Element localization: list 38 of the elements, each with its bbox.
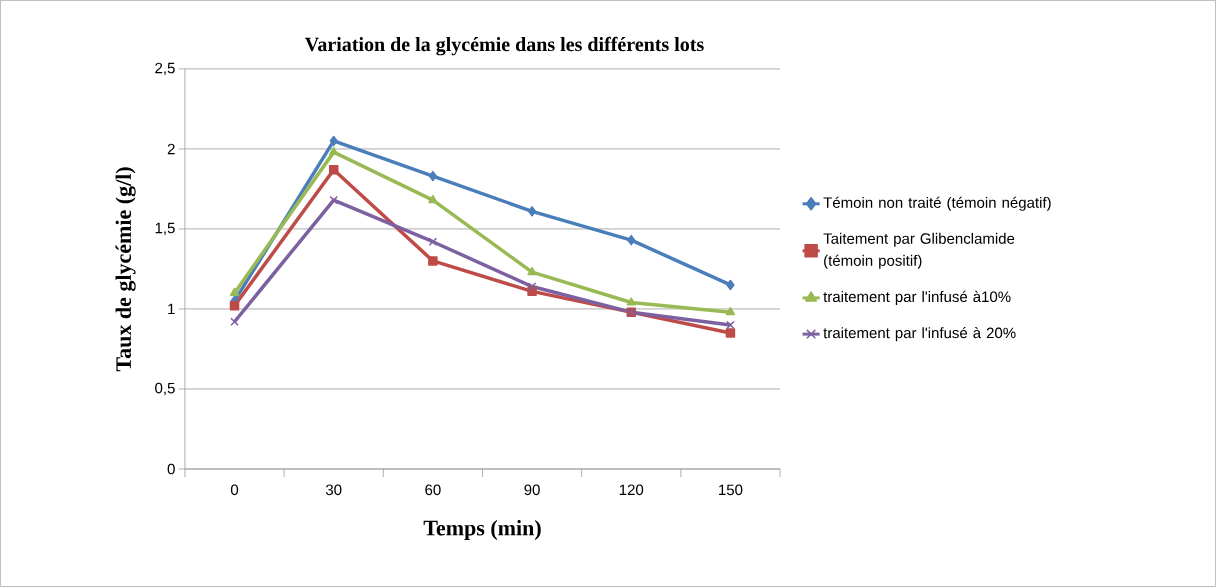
x-tick-label: 90 xyxy=(524,484,540,496)
y-axis-title: Taux de glycémie (g/l) xyxy=(115,167,136,372)
x-tick-label: 120 xyxy=(619,484,644,496)
point xyxy=(527,266,537,276)
point xyxy=(726,320,735,330)
point xyxy=(627,234,636,246)
point xyxy=(725,306,736,316)
point xyxy=(428,256,438,266)
x-tick-label: 150 xyxy=(719,484,743,496)
point xyxy=(229,287,240,296)
point xyxy=(428,170,438,182)
point xyxy=(725,328,736,338)
legend-label: Taitement par Glibenclamide (témoin positif) xyxy=(823,232,1015,269)
x-tick-label: 0 xyxy=(230,484,239,496)
point xyxy=(328,165,339,175)
y-tick-label: 0 xyxy=(167,463,175,475)
point xyxy=(726,279,735,291)
y-tick-label: 2 xyxy=(167,143,175,155)
point xyxy=(527,206,537,217)
y-tick-label: 1 xyxy=(168,303,175,315)
y-tick-label: 0,5 xyxy=(155,382,175,396)
point xyxy=(428,194,438,204)
point xyxy=(230,317,239,327)
point xyxy=(329,195,338,205)
chart-title: Variation de la glycémie dans les différents lots xyxy=(304,36,704,56)
point xyxy=(527,282,537,291)
point xyxy=(329,135,338,147)
y-tick-label: 1,5 xyxy=(155,222,175,236)
point xyxy=(626,297,636,306)
y-tick-label: 2,5 xyxy=(155,62,175,76)
legend-label: Témoin non traité (témoin négatif) xyxy=(823,196,1051,211)
legend-label: traitement par l'infusé à 20% xyxy=(823,327,1016,342)
x-axis-title: Temps (min) xyxy=(423,520,541,540)
legend-label: traitement par l'infusé à10% xyxy=(823,290,1011,306)
x-tick-label: 30 xyxy=(325,484,342,496)
point xyxy=(428,237,438,247)
x-tick-label: 60 xyxy=(425,484,441,496)
point xyxy=(229,301,240,311)
